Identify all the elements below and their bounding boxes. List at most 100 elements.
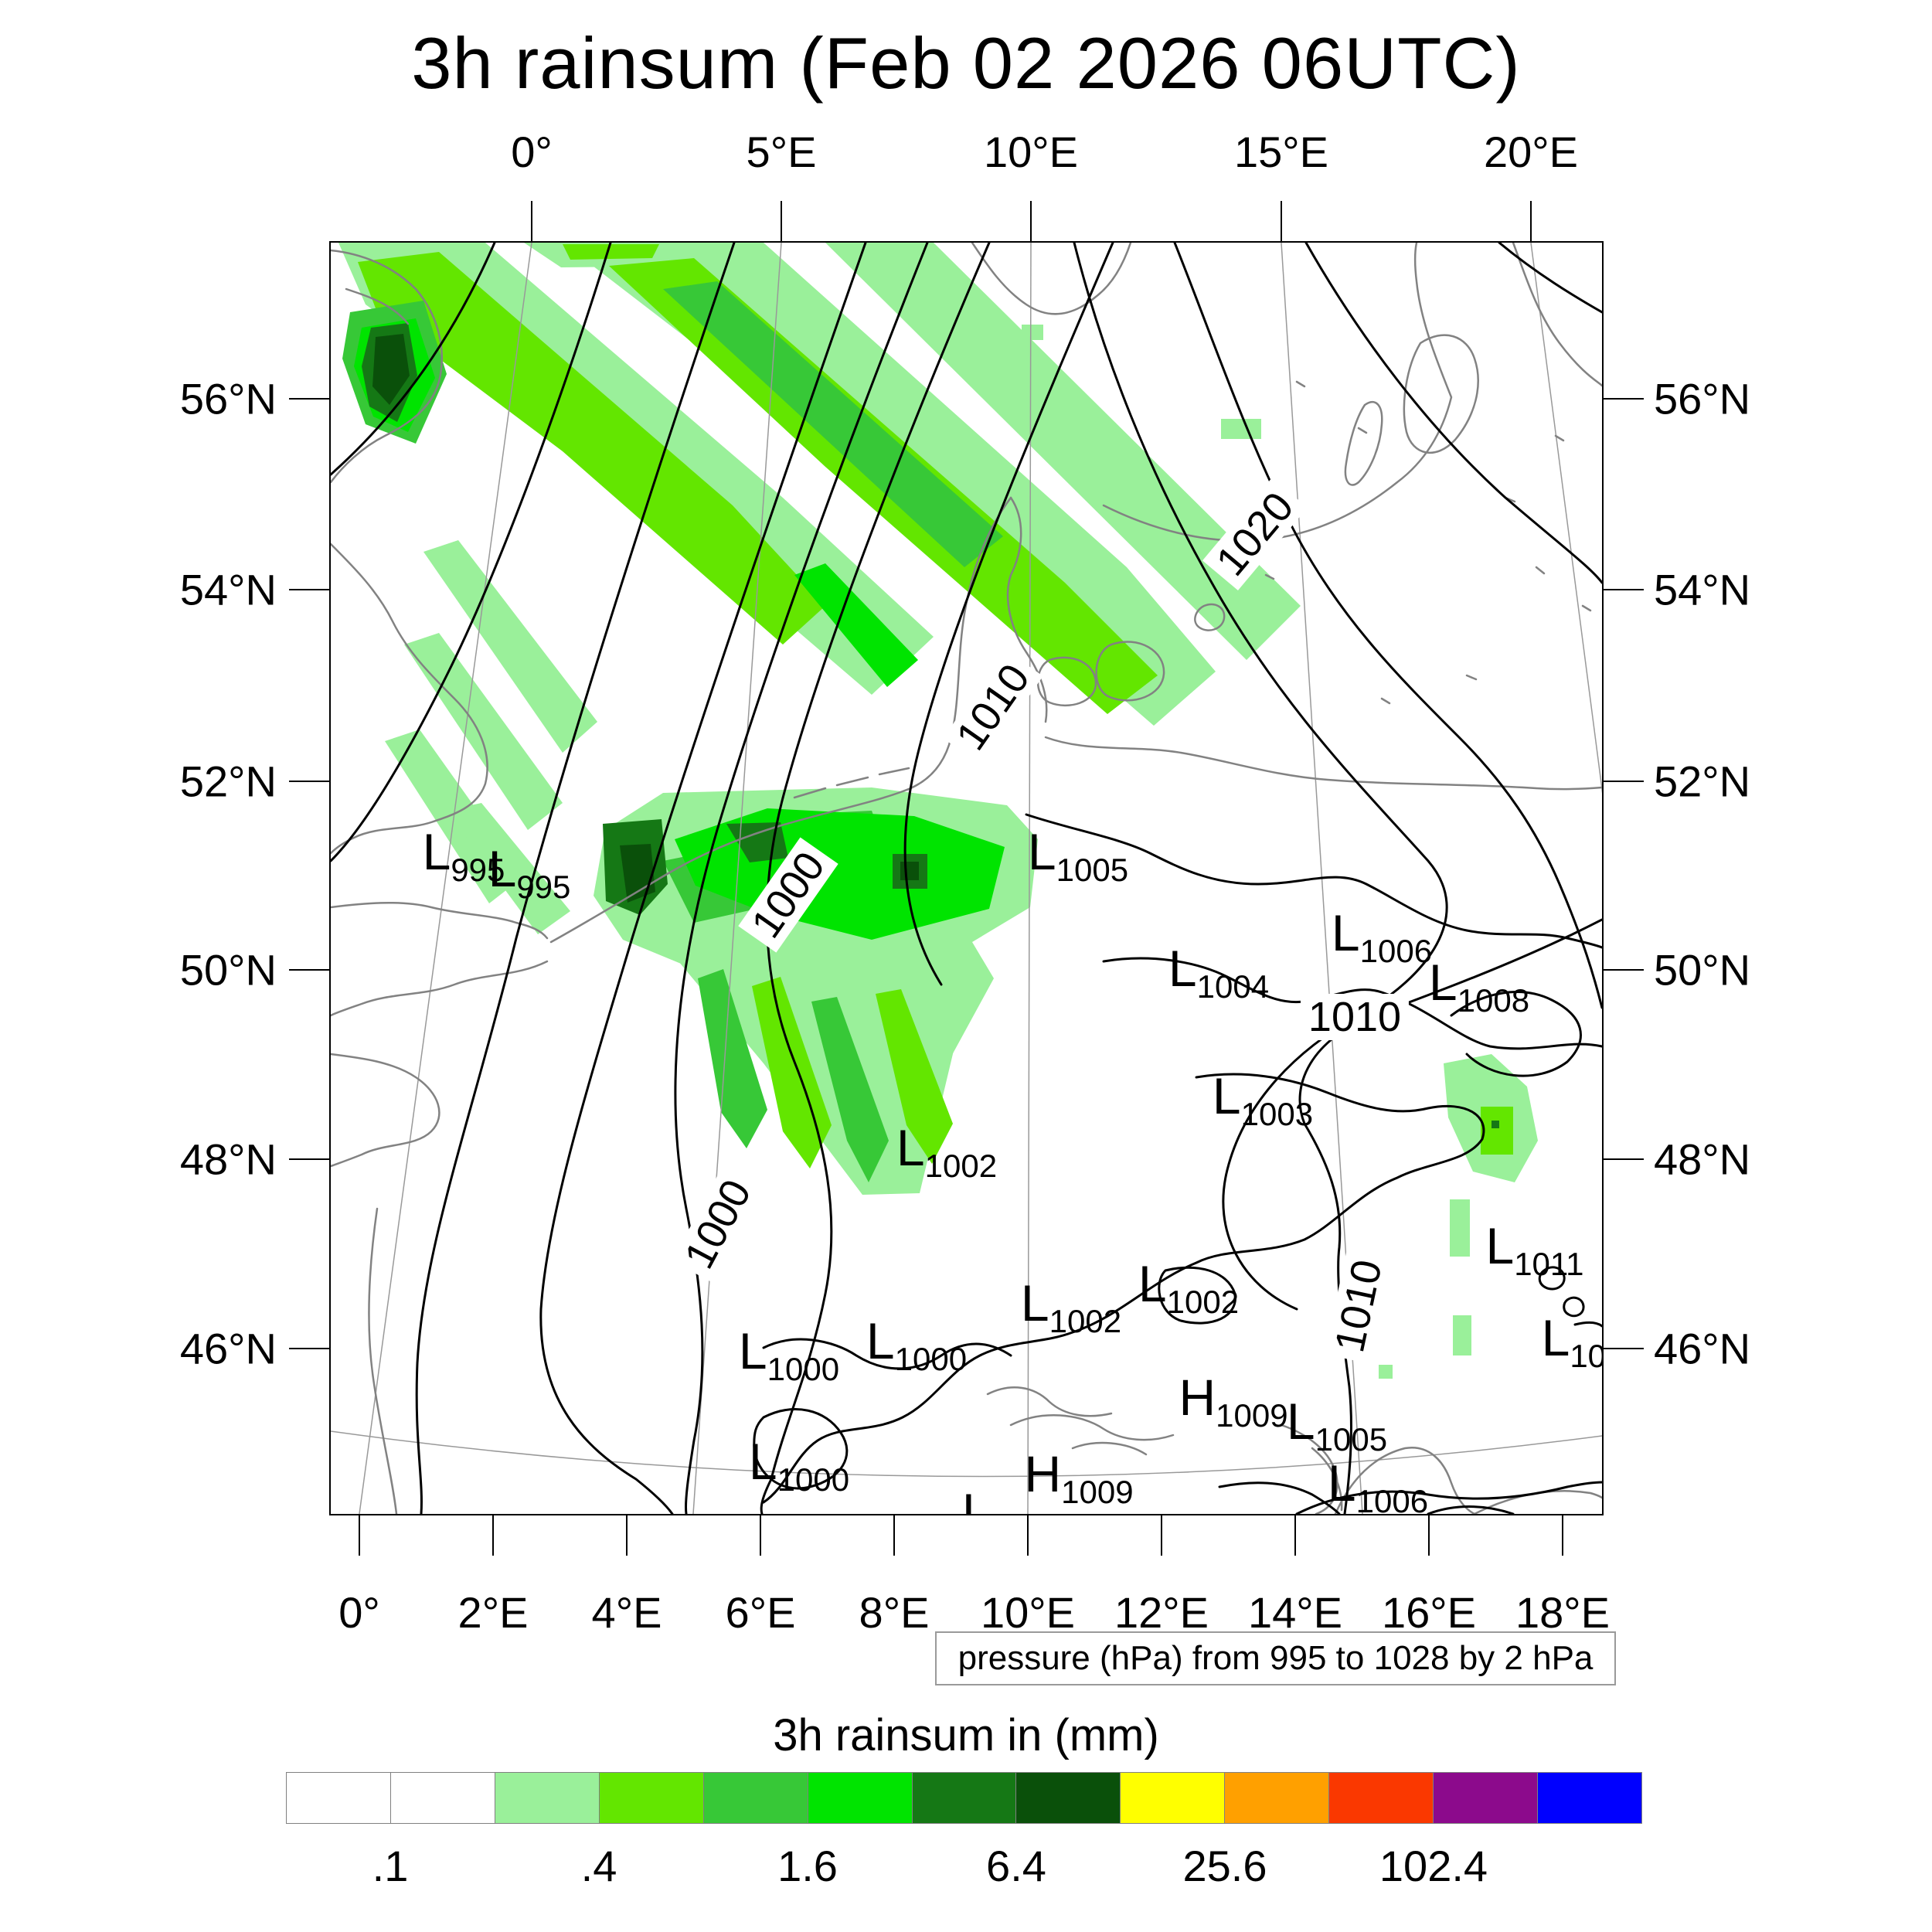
colorbar-label-0.4: .4 — [580, 1842, 617, 1890]
low-label-995-a: L995 — [422, 823, 505, 888]
colorbar-label-25.6: 25.6 — [1182, 1842, 1267, 1890]
axis-label-bottom-8e: 8°E — [859, 1588, 930, 1637]
axis-label-top-20e: 20°E — [1483, 128, 1579, 176]
low-label-1002-a: L1002 — [896, 1119, 998, 1184]
low-label-1008: L1008 — [1428, 954, 1530, 1019]
colorbar-cell-9 — [1224, 1772, 1330, 1824]
axis-label-left-48n: 48°N — [179, 1134, 277, 1184]
map-frame — [329, 241, 1604, 1515]
tick-left-46n — [289, 1348, 329, 1349]
axis-label-bottom-18e: 18°E — [1515, 1588, 1611, 1637]
map-canvas: 1020 1010 1000 1000 1010 1010 L995 L995 … — [331, 243, 1602, 1514]
axis-label-right-52n: 52°N — [1654, 757, 1751, 806]
axis-label-bottom-16e: 16°E — [1381, 1588, 1477, 1637]
colorbar-labels: .1 .4 1.6 6.4 25.6 102.4 — [286, 1841, 1642, 1895]
tick-left-48n — [289, 1158, 329, 1160]
tick-left-54n — [289, 589, 329, 590]
colorbar-cell-10 — [1328, 1772, 1434, 1824]
axis-label-left-52n: 52°N — [179, 757, 277, 806]
colorbar-cell-2 — [494, 1772, 600, 1824]
low-label-1003: L1003 — [1212, 1067, 1314, 1132]
axis-label-top-0: 0° — [511, 128, 553, 176]
pressure-contours — [331, 243, 1602, 1514]
low-label-1000-c: L1000 — [748, 1433, 850, 1498]
axis-label-bottom-10e: 10°E — [980, 1588, 1076, 1637]
axis-label-right-48n: 48°N — [1654, 1134, 1751, 1184]
low-label-1002-c: L1002 — [1138, 1255, 1240, 1320]
tick-bottom-6e — [760, 1515, 761, 1556]
tick-top-20e — [1530, 201, 1532, 241]
axis-label-bottom-12e: 12°E — [1114, 1588, 1209, 1637]
tick-top-5e — [781, 201, 782, 241]
axis-label-right-50n: 50°N — [1654, 945, 1751, 995]
low-label-1000-b: L1000 — [738, 1322, 840, 1387]
axis-label-top-5e: 5°E — [746, 128, 817, 176]
colorbar-title: 3h rainsum in (mm) — [773, 1710, 1159, 1760]
tick-top-15e — [1281, 201, 1282, 241]
axis-label-left-54n: 54°N — [179, 565, 277, 614]
high-label-1009-b: H1009 — [1024, 1445, 1134, 1510]
tick-bottom-18e — [1562, 1515, 1563, 1556]
colorbar-cell-7 — [1015, 1772, 1121, 1824]
colorbar — [286, 1772, 1642, 1824]
page-title: 3h rainsum (Feb 02 2026 06UTC) — [411, 22, 1521, 104]
pressure-caption-text: pressure (hPa) from 995 to 1028 by 2 hPa — [957, 1639, 1594, 1677]
tick-top-10e — [1030, 201, 1032, 241]
rain-darkest — [372, 334, 919, 903]
axis-label-right-54n: 54°N — [1654, 565, 1751, 614]
axis-label-bottom-2e: 2°E — [457, 1588, 529, 1637]
low-label-1000-a: L1000 — [866, 1312, 968, 1377]
colorbar-cell-12 — [1537, 1772, 1642, 1824]
colorbar-cell-11 — [1433, 1772, 1539, 1824]
low-label-1006-se: L1006 — [1327, 1454, 1429, 1514]
colorbar-label-102.4: 102.4 — [1379, 1842, 1488, 1890]
colorbar-label-1.6: 1.6 — [777, 1842, 838, 1890]
high-label-1009-a: H1009 — [1179, 1369, 1288, 1434]
colorbar-cell-4 — [702, 1772, 808, 1824]
axis-label-bottom-4e: 4°E — [591, 1588, 662, 1637]
colorbar-cell-1 — [389, 1772, 495, 1824]
colorbar-label-6.4: 6.4 — [986, 1842, 1046, 1890]
tick-right-52n — [1604, 781, 1644, 782]
tick-left-52n — [289, 781, 329, 782]
tick-bottom-4e — [626, 1515, 628, 1556]
tick-bottom-8e — [893, 1515, 895, 1556]
tick-bottom-16e — [1428, 1515, 1430, 1556]
contour-label-1010-east: 1010 — [1300, 994, 1410, 1040]
tick-right-46n — [1604, 1348, 1644, 1349]
axis-label-left-50n: 50°N — [179, 945, 277, 995]
tick-left-56n — [289, 398, 329, 400]
colorbar-cell-6 — [911, 1772, 1017, 1824]
pressure-caption: pressure (hPa) from 995 to 1028 by 2 hPa — [935, 1631, 1616, 1685]
low-label-1005-w: L1005 — [1027, 823, 1129, 888]
coastlines — [331, 243, 1602, 1514]
axis-label-left-46n: 46°N — [179, 1324, 277, 1373]
colorbar-label-0.1: .1 — [372, 1842, 409, 1890]
low-label-1004: L1004 — [1168, 940, 1270, 1005]
map-plot: 1020 1010 1000 1000 1010 1010 L995 L995 … — [180, 128, 1750, 1637]
tick-bottom-12e — [1161, 1515, 1162, 1556]
low-label-1011: L1011 — [1485, 1217, 1584, 1282]
tick-top-0 — [531, 201, 532, 241]
tick-right-54n — [1604, 589, 1644, 590]
axis-label-top-10e: 10°E — [983, 128, 1079, 176]
tick-left-50n — [289, 969, 329, 971]
tick-bottom-0 — [359, 1515, 360, 1556]
tick-bottom-2e — [492, 1515, 494, 1556]
tick-right-56n — [1604, 398, 1644, 400]
low-label-995-b: L995 — [488, 840, 571, 905]
low-label-1006-n: L1006 — [1331, 904, 1433, 969]
axis-label-bottom-14e: 14°E — [1247, 1588, 1343, 1637]
axis-label-right-46n: 46°N — [1654, 1324, 1751, 1373]
low-label-1005-se: L1005 — [1286, 1393, 1388, 1458]
colorbar-cell-5 — [807, 1772, 913, 1824]
tick-bottom-10e — [1027, 1515, 1029, 1556]
colorbar-cell-3 — [598, 1772, 704, 1824]
tick-bottom-14e — [1294, 1515, 1296, 1556]
axis-label-top-15e: 15°E — [1233, 128, 1329, 176]
tick-right-48n — [1604, 1158, 1644, 1160]
axis-label-bottom-6e: 6°E — [725, 1588, 796, 1637]
colorbar-cell-8 — [1120, 1772, 1226, 1824]
low-label-1005-clipped: L1005 — [961, 1483, 1063, 1514]
